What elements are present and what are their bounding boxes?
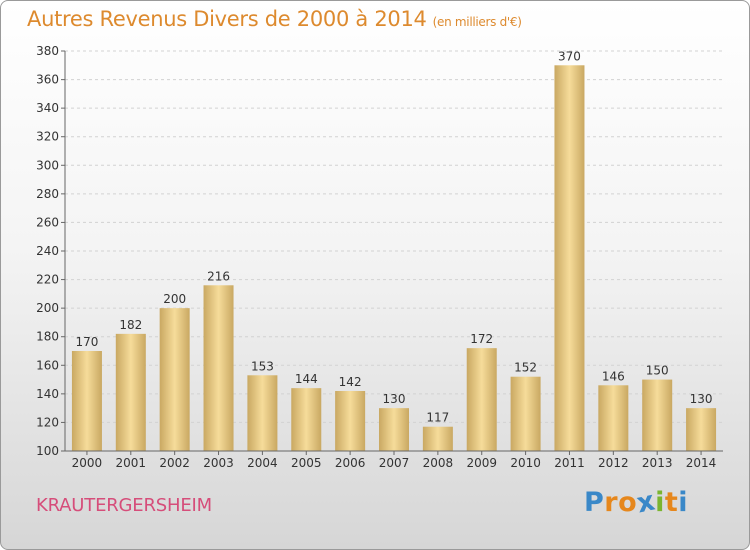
- data-label-2007: 130: [383, 392, 406, 406]
- y-tick-label: 300: [36, 158, 59, 172]
- location-name: KRAUTERGERSHEIM: [36, 495, 212, 516]
- data-label-2008: 117: [426, 411, 449, 425]
- data-label-2005: 144: [295, 372, 318, 386]
- bars: [71, 65, 717, 452]
- bar-2006: [335, 391, 366, 451]
- y-tick-label: 200: [36, 301, 59, 315]
- bar-2003: [203, 285, 234, 451]
- y-tick-label: 100: [36, 444, 59, 458]
- x-tick-label-2005: 2005: [291, 456, 322, 470]
- bar-2009: [466, 348, 497, 451]
- y-tick-label: 360: [36, 73, 59, 87]
- data-label-2010: 152: [514, 361, 537, 375]
- y-tick-label: 260: [36, 215, 59, 229]
- chart-unit-note: (en milliers d'€): [432, 15, 522, 29]
- chart-title-text: Autres Revenus Divers de 2000 à 2014: [27, 7, 427, 31]
- y-tick-label: 240: [36, 244, 59, 258]
- axes: [61, 50, 723, 455]
- bar-2013: [642, 379, 673, 451]
- bar-2005: [291, 388, 322, 451]
- logo-letter: P: [584, 487, 605, 518]
- x-tick-label-2003: 2003: [203, 456, 234, 470]
- bar-2014: [686, 408, 717, 451]
- x-tick-label-2007: 2007: [379, 456, 410, 470]
- data-label-2004: 153: [251, 359, 274, 373]
- bar-2002: [159, 308, 190, 451]
- chart-title: Autres Revenus Divers de 2000 à 2014 (en …: [27, 7, 522, 31]
- labels: 100 120 140 160 180 200 220 240 260 280 300 320 340 3…: [36, 44, 716, 470]
- logo-letter: t: [664, 487, 679, 518]
- bar-2000: [71, 351, 102, 451]
- y-tick-label: 340: [36, 101, 59, 115]
- y-tick-label: 320: [36, 130, 59, 144]
- y-tick-label: 140: [36, 387, 59, 401]
- bar-2007: [379, 408, 409, 451]
- y-tick-label: 160: [36, 358, 59, 372]
- x-tick-label-2006: 2006: [335, 456, 366, 470]
- data-label-2012: 146: [602, 369, 625, 383]
- data-label-2003: 216: [207, 269, 230, 283]
- x-tick-label-2009: 2009: [466, 456, 497, 470]
- x-tick-label-2002: 2002: [159, 456, 190, 470]
- bar-2010: [510, 376, 541, 451]
- data-label-2013: 150: [646, 364, 669, 378]
- data-label-2011: 370: [558, 49, 581, 63]
- x-tick-label-2000: 2000: [72, 456, 103, 470]
- data-label-2001: 182: [119, 318, 142, 332]
- x-tick-label-2013: 2013: [642, 456, 673, 470]
- x-tick-label-2011: 2011: [554, 456, 585, 470]
- proxiti-logo[interactable]: Proxiti: [584, 485, 689, 519]
- bar-2012: [598, 385, 629, 451]
- y-tick-label: 380: [36, 44, 59, 58]
- logo-letter: i: [678, 487, 689, 518]
- data-label-2006: 142: [339, 375, 362, 389]
- data-label-2014: 130: [690, 392, 713, 406]
- bar-2008: [422, 426, 453, 451]
- bar-2011: [554, 65, 585, 452]
- data-label-2002: 200: [163, 292, 186, 306]
- logo-letter: i: [655, 487, 665, 518]
- logo-letter: r: [604, 487, 619, 518]
- data-label-2000: 170: [75, 335, 98, 349]
- x-tick-label-2001: 2001: [116, 456, 147, 470]
- x-tick-label-2008: 2008: [423, 456, 454, 470]
- x-tick-label-2010: 2010: [510, 456, 541, 470]
- x-tick-label-2012: 2012: [598, 456, 629, 470]
- y-tick-label: 120: [36, 415, 59, 429]
- x-tick-label-2014: 2014: [686, 456, 717, 470]
- bar-2001: [115, 333, 146, 451]
- y-tick-label: 180: [36, 330, 59, 344]
- bar-2004: [247, 375, 278, 451]
- data-label-2009: 172: [470, 332, 493, 346]
- y-tick-label: 220: [36, 273, 59, 287]
- y-tick-label: 280: [36, 187, 59, 201]
- logo-letter: o: [618, 487, 638, 518]
- x-tick-label-2004: 2004: [247, 456, 278, 470]
